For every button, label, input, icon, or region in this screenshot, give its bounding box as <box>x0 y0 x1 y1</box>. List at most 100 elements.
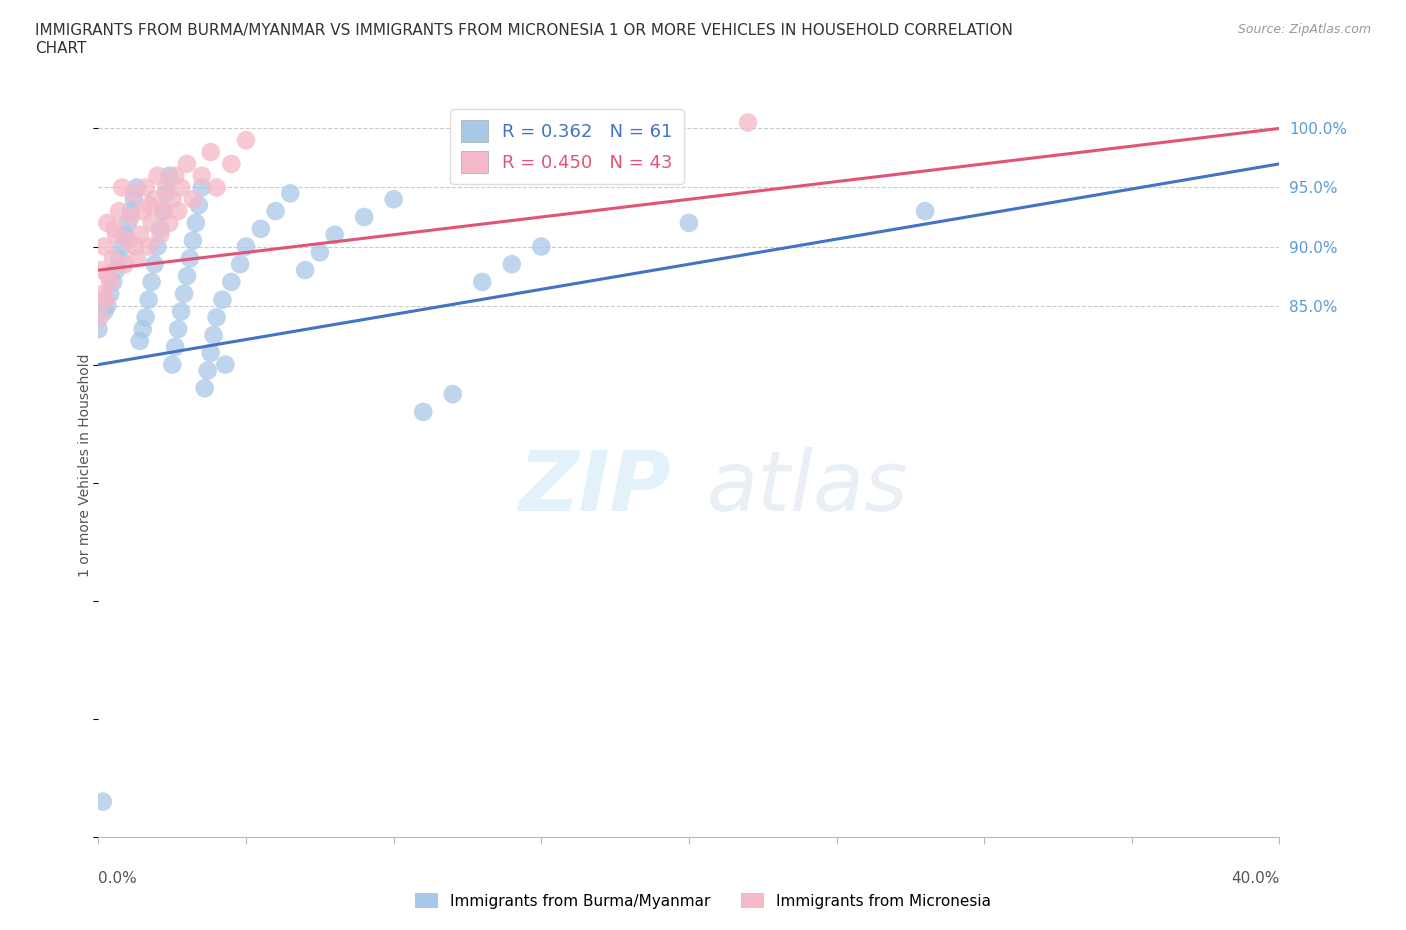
Point <box>221 274 243 289</box>
Point <box>200 144 222 159</box>
Point <box>167 204 190 219</box>
Point <box>117 233 139 248</box>
Point <box>141 216 163 231</box>
Point <box>138 239 160 254</box>
Point <box>91 286 114 301</box>
Point <box>205 180 228 195</box>
Point <box>181 233 204 248</box>
Point <box>103 274 125 289</box>
Point <box>97 269 120 284</box>
Point <box>176 269 198 284</box>
Point <box>187 198 209 213</box>
Text: Source: ZipAtlas.com: Source: ZipAtlas.com <box>1237 23 1371 36</box>
Point <box>141 274 163 289</box>
Point <box>90 262 112 277</box>
Point <box>179 251 201 266</box>
Point <box>278 186 302 201</box>
Point <box>167 322 190 337</box>
Point <box>135 180 157 195</box>
Y-axis label: 1 or more Vehicles in Household: 1 or more Vehicles in Household <box>79 353 93 577</box>
Point <box>89 310 111 325</box>
Text: 40.0%: 40.0% <box>1232 871 1279 886</box>
Point <box>105 227 128 242</box>
Point <box>139 198 162 213</box>
Point <box>170 304 193 319</box>
Text: atlas: atlas <box>706 446 908 528</box>
Point <box>353 209 375 224</box>
Point <box>678 216 700 231</box>
Point <box>235 239 257 254</box>
Point <box>122 192 145 206</box>
Point <box>191 180 214 195</box>
Point <box>214 357 236 372</box>
Point <box>138 292 160 307</box>
Point <box>501 257 523 272</box>
Point <box>108 204 131 219</box>
Point <box>114 227 136 242</box>
Point <box>264 204 287 219</box>
Point <box>157 216 180 231</box>
Point <box>162 357 183 372</box>
Point <box>221 156 243 171</box>
Point <box>87 322 110 337</box>
Legend: Immigrants from Burma/Myanmar, Immigrants from Micronesia: Immigrants from Burma/Myanmar, Immigrant… <box>409 886 997 915</box>
Point <box>471 274 494 289</box>
Point <box>294 262 316 277</box>
Point <box>120 204 142 219</box>
Point <box>146 239 169 254</box>
Point <box>94 292 117 307</box>
Point <box>146 168 169 183</box>
Point <box>155 180 177 195</box>
Point <box>149 227 172 242</box>
Point <box>737 115 759 130</box>
Point <box>149 221 172 236</box>
Text: ZIP: ZIP <box>519 446 671 528</box>
Point <box>914 204 936 219</box>
Point <box>205 310 228 325</box>
Point <box>152 204 174 219</box>
Point <box>125 251 148 266</box>
Legend: R = 0.362   N = 61, R = 0.450   N = 43: R = 0.362 N = 61, R = 0.450 N = 43 <box>450 110 683 184</box>
Point <box>111 180 134 195</box>
Point <box>162 192 183 206</box>
Point <box>184 216 207 231</box>
Point <box>135 310 157 325</box>
Point <box>114 257 136 272</box>
Point <box>382 192 405 206</box>
Point <box>202 327 225 342</box>
Point <box>200 345 222 360</box>
Point <box>181 192 204 206</box>
Point <box>412 405 434 419</box>
Point <box>173 286 195 301</box>
Point <box>120 209 142 224</box>
Point <box>111 239 134 254</box>
Point <box>108 251 131 266</box>
Point <box>176 156 198 171</box>
Point <box>165 339 187 354</box>
Point <box>441 387 464 402</box>
Point <box>103 251 125 266</box>
Point <box>165 168 187 183</box>
Point <box>143 257 166 272</box>
Point <box>124 239 146 254</box>
Point <box>132 322 155 337</box>
Point <box>125 180 148 195</box>
Point <box>157 168 180 183</box>
Text: 0.0%: 0.0% <box>98 871 138 886</box>
Point <box>530 239 553 254</box>
Point <box>122 186 145 201</box>
Point <box>250 221 273 236</box>
Point <box>104 221 127 236</box>
Point <box>91 794 114 809</box>
Point <box>155 186 177 201</box>
Point <box>197 363 219 378</box>
Point <box>194 380 217 395</box>
Point <box>323 227 346 242</box>
Point <box>93 304 115 319</box>
Point <box>152 204 174 219</box>
Point <box>211 292 233 307</box>
Point <box>235 133 257 148</box>
Point <box>93 239 115 254</box>
Point <box>128 227 150 242</box>
Point <box>191 168 214 183</box>
